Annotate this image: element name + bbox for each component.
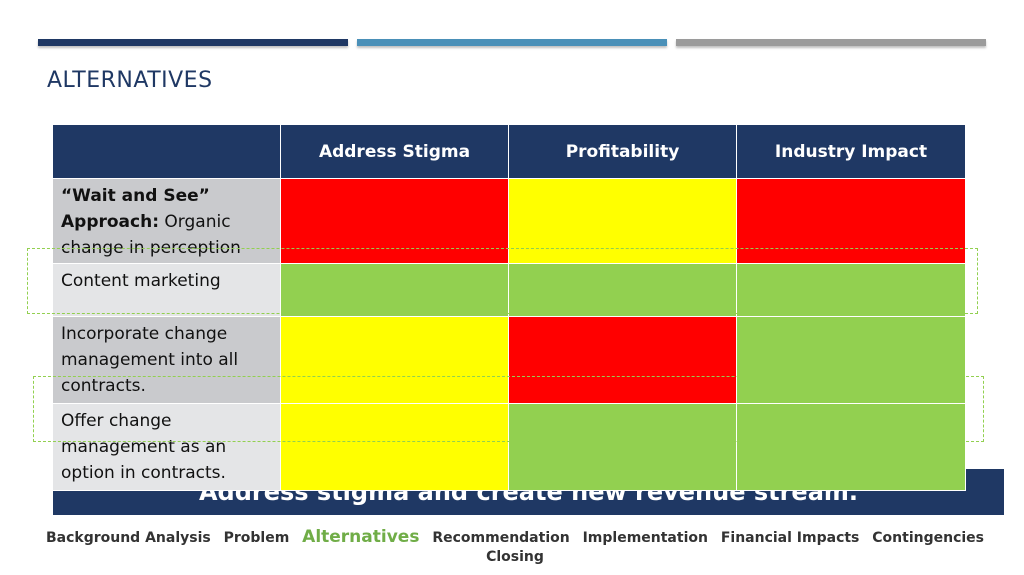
rating-cell [280,263,509,317]
rating-swatch [281,317,508,403]
accent-bar-navy [38,39,348,46]
section-nav: Background Analysis Problem Alternatives… [40,528,990,567]
table-corner-cell [52,124,281,179]
row-label-cell: Incorporate change management into all c… [52,316,281,404]
rating-swatch [737,317,965,403]
row-label-bold: “Wait and See” Approach: [61,186,210,232]
row-label: Offer change management as an option in … [53,404,280,490]
nav-item-recommendation[interactable]: Recommendation [432,530,570,546]
row-label-cell: Content marketing [52,263,281,317]
rating-swatch [281,179,508,263]
nav-item-financial-impacts[interactable]: Financial Impacts [720,530,860,546]
row-label: Incorporate change management into all c… [53,317,280,403]
row-label-text: Offer change management as an option in … [61,411,227,483]
rating-cell [280,178,509,264]
row-label-cell: Offer change management as an option in … [52,403,281,491]
rating-cell [736,403,966,491]
rating-cell [508,403,737,491]
rating-cell [280,316,509,404]
table-row: Offer change management as an option in … [52,403,966,491]
rating-cell [736,263,966,317]
rating-cell [508,263,737,317]
rating-swatch [737,264,965,316]
rating-swatch [509,404,736,490]
nav-item-contingencies[interactable]: Contingencies [872,530,985,546]
rating-swatch [509,264,736,316]
nav-item-background-analysis[interactable]: Background Analysis [45,530,211,546]
nav-item-implementation[interactable]: Implementation [582,530,708,546]
table-row: Content marketing [52,263,966,317]
rating-swatch [509,317,736,403]
table-row: “Wait and See” Approach: Organic change … [52,178,966,264]
row-label: “Wait and See” Approach: Organic change … [53,179,280,263]
rating-cell [736,316,966,404]
rating-cell [280,403,509,491]
table-header-row: Address Stigma Profitability Industry Im… [52,124,966,179]
row-label-text: Content marketing [61,271,221,291]
alternatives-table: Address Stigma Profitability Industry Im… [52,124,966,491]
highlight-box-content-marketing [27,248,978,314]
rating-swatch [281,404,508,490]
rating-swatch [281,264,508,316]
row-label: Content marketing [53,264,280,316]
highlight-box-offer-option [33,376,984,442]
rating-cell [508,178,737,264]
row-label-cell: “Wait and See” Approach: Organic change … [52,178,281,264]
nav-item-alternatives[interactable]: Alternatives [302,527,420,547]
slide-title: ALTERNATIVES [47,68,213,93]
nav-item-closing[interactable]: Closing [486,549,544,565]
column-header-address-stigma: Address Stigma [280,124,509,179]
rating-cell [736,178,966,264]
column-header-profitability: Profitability [508,124,737,179]
rating-cell [508,316,737,404]
row-label-text: Incorporate change management into all c… [61,324,239,396]
column-header-industry-impact: Industry Impact [736,124,966,179]
accent-bar-blue [357,39,667,46]
nav-item-problem[interactable]: Problem [223,530,290,546]
rating-swatch [509,179,736,263]
accent-bar-gray [676,39,986,46]
rating-swatch [737,179,965,263]
table-row: Incorporate change management into all c… [52,316,966,404]
rating-swatch [737,404,965,490]
